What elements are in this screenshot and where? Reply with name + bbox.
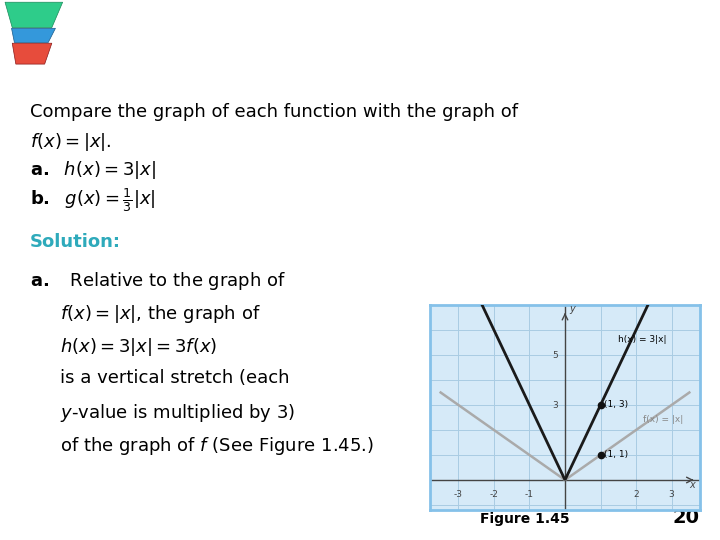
Text: h(x) = 3|x|: h(x) = 3|x| — [618, 335, 667, 344]
Polygon shape — [12, 43, 52, 64]
Text: -2: -2 — [490, 490, 498, 499]
Text: (1, 3): (1, 3) — [604, 401, 629, 409]
Text: Figure 1.45: Figure 1.45 — [480, 512, 570, 526]
Text: 2: 2 — [634, 490, 639, 499]
Text: 20: 20 — [673, 508, 700, 527]
Text: $\mathbf{a.}$   Relative to the graph of: $\mathbf{a.}$ Relative to the graph of — [30, 269, 286, 292]
Polygon shape — [12, 28, 55, 43]
Text: $\mathbf{a.}$  $h(x) = 3|x|$: $\mathbf{a.}$ $h(x) = 3|x|$ — [30, 159, 156, 180]
Text: $f(x) = |x|.$: $f(x) = |x|.$ — [30, 131, 112, 153]
Text: 3: 3 — [552, 401, 558, 409]
Text: $y$: $y$ — [570, 305, 577, 316]
Text: -1: -1 — [525, 490, 534, 499]
Text: $x$: $x$ — [689, 480, 697, 489]
Text: Solution:: Solution: — [30, 233, 121, 251]
Text: 3: 3 — [669, 490, 675, 499]
Text: $h(x) = 3|x| = 3f(x)$: $h(x) = 3|x| = 3f(x)$ — [60, 336, 217, 358]
Text: (1, 1): (1, 1) — [604, 450, 629, 460]
Text: f(x) = |x|: f(x) = |x| — [643, 415, 683, 424]
Text: -3: -3 — [454, 490, 463, 499]
Text: of the graph of $f$ (See Figure 1.45.): of the graph of $f$ (See Figure 1.45.) — [60, 435, 374, 457]
Text: Compare the graph of each function with the graph of: Compare the graph of each function with … — [30, 103, 518, 120]
Text: is a vertical stretch (each: is a vertical stretch (each — [60, 369, 289, 387]
Text: $y$-value is multiplied by 3): $y$-value is multiplied by 3) — [60, 402, 295, 424]
Polygon shape — [5, 2, 63, 28]
Text: $f(x) = |x|$, the graph of: $f(x) = |x|$, the graph of — [60, 303, 261, 325]
Text: Example 5 – Nonrigid Transformations: Example 5 – Nonrigid Transformations — [68, 23, 692, 51]
Text: 5: 5 — [552, 350, 558, 360]
Text: $\mathbf{b.}$  $g(x) = \frac{1}{3}|x|$: $\mathbf{b.}$ $g(x) = \frac{1}{3}|x|$ — [30, 187, 156, 214]
